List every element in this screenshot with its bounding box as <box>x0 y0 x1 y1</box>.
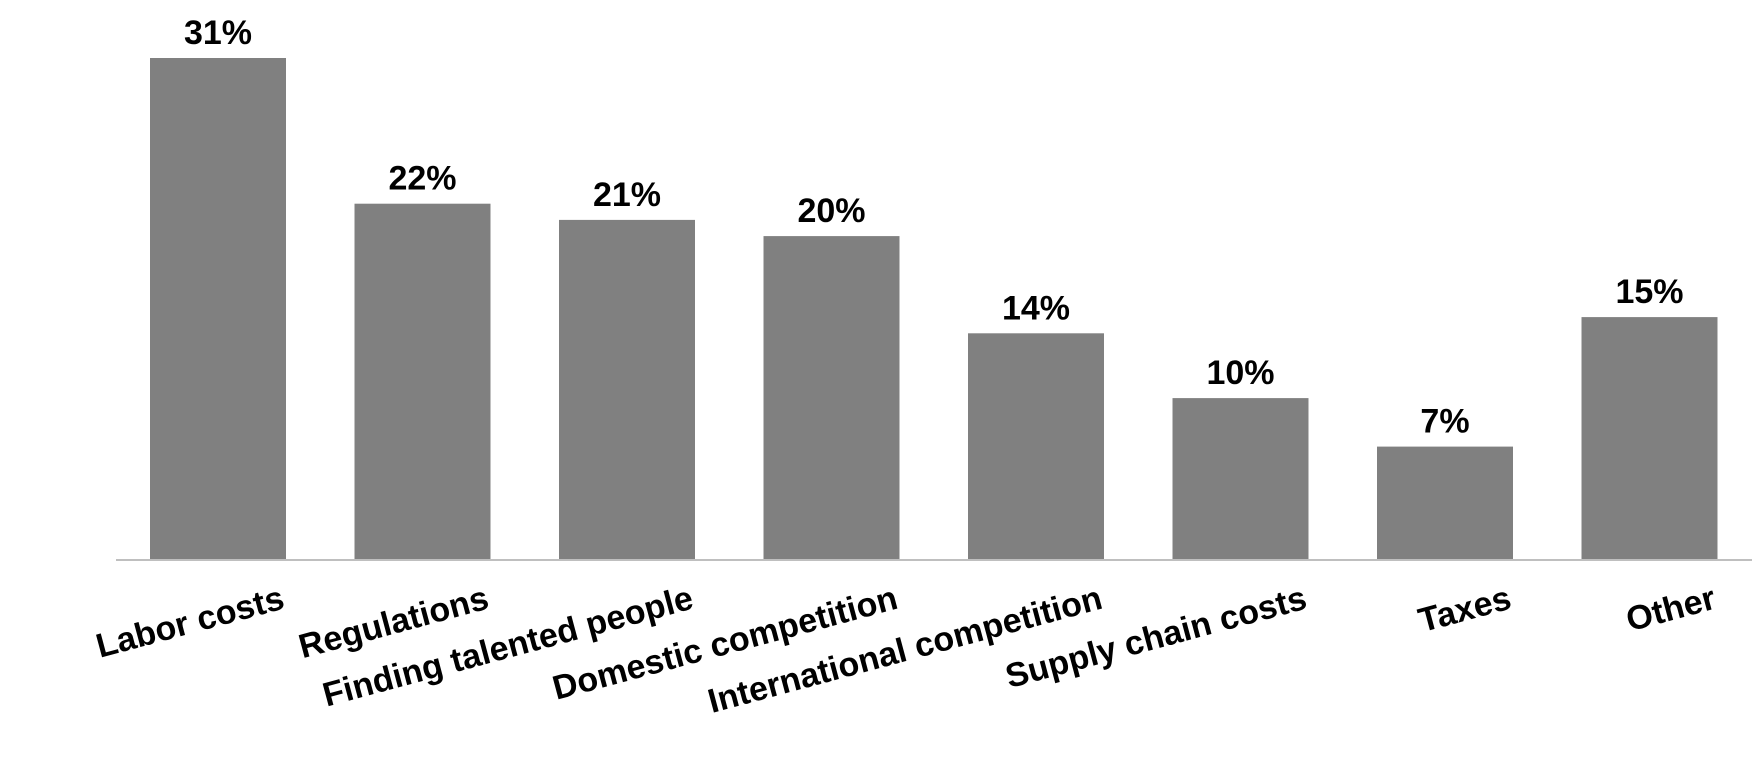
bars-layer <box>150 58 1718 560</box>
data-label-7: 15% <box>1615 273 1683 311</box>
bar-2 <box>559 219 695 560</box>
x-tick-label-7: Other <box>1622 579 1719 639</box>
bar-7 <box>1581 317 1718 560</box>
data-label-6: 7% <box>1420 403 1469 441</box>
bar-6 <box>1377 446 1513 560</box>
x-tick-label-0: Labor costs <box>92 579 288 666</box>
data-label-3: 20% <box>797 192 865 230</box>
data-label-5: 10% <box>1206 354 1274 392</box>
bar-1 <box>354 203 491 560</box>
bar-0 <box>150 58 286 560</box>
value-labels-layer: 31% 22% 21% 20% 14% 10% 7% 15% <box>184 14 1684 441</box>
bar-5 <box>1172 398 1309 560</box>
data-label-2: 21% <box>593 176 661 214</box>
bar-3 <box>763 236 900 560</box>
data-label-0: 31% <box>184 14 252 52</box>
x-tick-label-6: Taxes <box>1415 579 1516 640</box>
data-label-1: 22% <box>388 160 456 198</box>
data-label-4: 14% <box>1002 289 1070 327</box>
bar-4 <box>968 333 1104 560</box>
